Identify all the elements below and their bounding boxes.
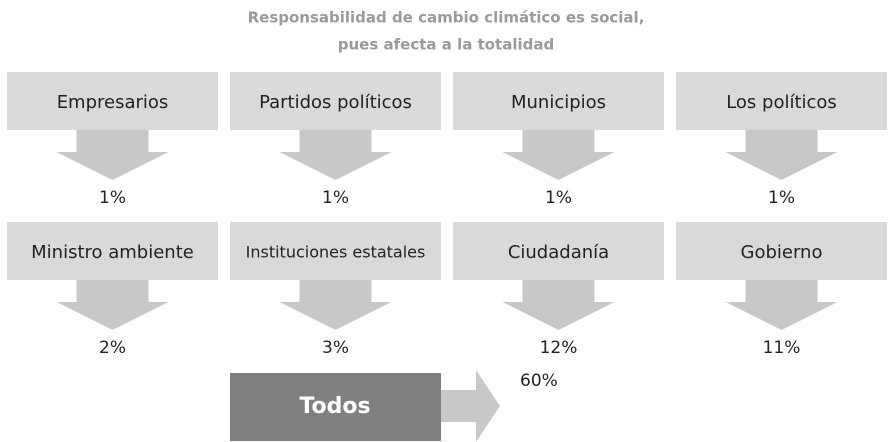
arrow	[279, 130, 392, 180]
arrow	[279, 280, 392, 330]
node-label: Municipios	[511, 92, 606, 113]
node-label: Ciudadanía	[508, 242, 609, 263]
node-value: 1%	[545, 188, 572, 208]
node-value: 12%	[540, 338, 578, 358]
node-value: 2%	[99, 338, 126, 358]
node-label: Ministro ambiente	[31, 242, 194, 263]
node-box	[230, 222, 441, 280]
arrow	[502, 130, 615, 180]
arrow	[502, 280, 615, 330]
node-value: 3%	[322, 338, 349, 358]
node-label: Instituciones estatales	[246, 243, 426, 262]
total-label: Todos	[299, 394, 370, 419]
arrow	[441, 370, 500, 442]
node-box	[7, 72, 218, 130]
title-line: pues afecta a la totalidad	[338, 36, 554, 54]
node-label: Los políticos	[726, 92, 837, 113]
node-value: 1%	[99, 188, 126, 208]
total-box	[230, 373, 441, 441]
arrow	[725, 130, 838, 180]
total-value: 60%	[520, 371, 558, 391]
title-line: Responsabilidad de cambio climático es s…	[248, 9, 645, 27]
node-box	[453, 222, 664, 280]
node-box	[676, 72, 887, 130]
node-box	[7, 222, 218, 280]
node-label: Empresarios	[57, 92, 169, 113]
node-label: Partidos políticos	[259, 92, 412, 113]
node-value: 1%	[768, 188, 795, 208]
arrow	[725, 280, 838, 330]
node-value: 1%	[322, 188, 349, 208]
node-box	[676, 222, 887, 280]
arrow	[56, 130, 169, 180]
node-label: Gobierno	[741, 242, 823, 263]
node-box	[230, 72, 441, 130]
node-value: 11%	[763, 338, 801, 358]
node-box	[453, 72, 664, 130]
arrow	[56, 280, 169, 330]
